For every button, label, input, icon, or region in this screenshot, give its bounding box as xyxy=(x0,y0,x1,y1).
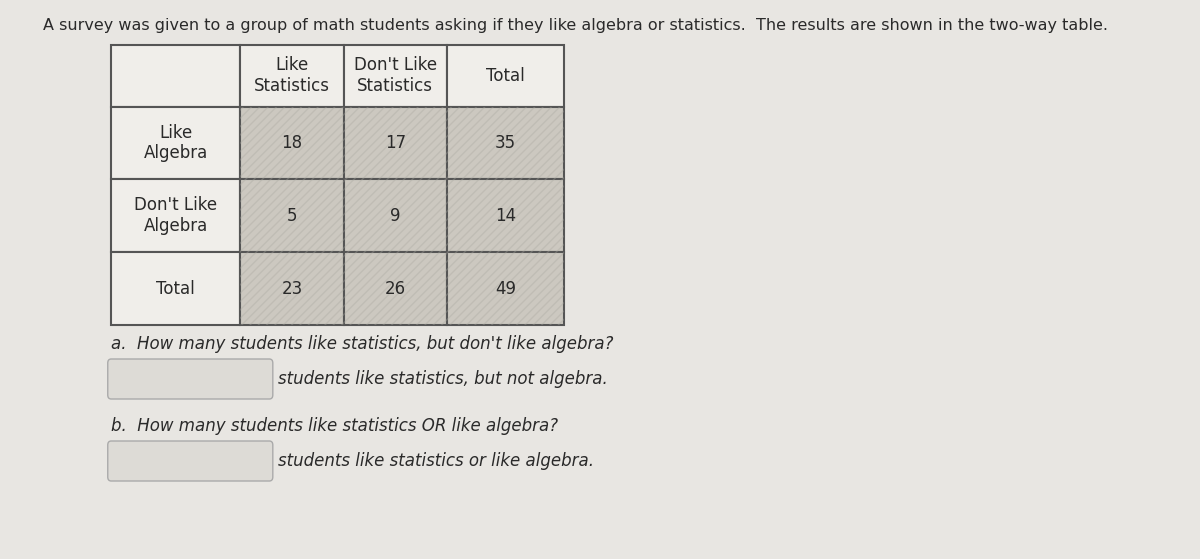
Bar xyxy=(240,179,343,252)
Bar xyxy=(448,107,564,179)
Bar xyxy=(112,252,240,325)
Bar xyxy=(112,107,240,179)
Bar xyxy=(343,252,448,325)
Bar xyxy=(448,252,564,325)
Text: 35: 35 xyxy=(496,134,516,152)
Bar xyxy=(448,179,564,252)
Text: 23: 23 xyxy=(282,280,302,297)
Text: students like statistics or like algebra.: students like statistics or like algebra… xyxy=(278,452,594,470)
Bar xyxy=(240,252,343,325)
Text: 26: 26 xyxy=(385,280,406,297)
Bar xyxy=(343,107,448,179)
Text: 9: 9 xyxy=(390,207,401,225)
Text: Total: Total xyxy=(156,280,196,297)
Text: 14: 14 xyxy=(496,207,516,225)
Text: 17: 17 xyxy=(385,134,406,152)
Bar xyxy=(112,45,240,107)
Bar xyxy=(343,107,448,179)
Bar xyxy=(240,45,343,107)
Text: Total: Total xyxy=(486,67,526,85)
Text: students like statistics, but not algebra.: students like statistics, but not algebr… xyxy=(278,370,607,388)
FancyBboxPatch shape xyxy=(108,359,272,399)
Bar xyxy=(343,179,448,252)
Bar xyxy=(448,179,564,252)
Bar xyxy=(240,107,343,179)
Text: a.  How many students like statistics, but don't like algebra?: a. How many students like statistics, bu… xyxy=(112,335,613,353)
Bar xyxy=(240,179,343,252)
FancyBboxPatch shape xyxy=(108,441,272,481)
Bar xyxy=(343,45,448,107)
Bar xyxy=(448,107,564,179)
Text: Like
Algebra: Like Algebra xyxy=(144,124,208,163)
Text: 18: 18 xyxy=(282,134,302,152)
Text: 49: 49 xyxy=(496,280,516,297)
Bar xyxy=(343,179,448,252)
Bar xyxy=(448,252,564,325)
Bar xyxy=(343,252,448,325)
Text: Don't Like
Statistics: Don't Like Statistics xyxy=(354,56,437,95)
Text: Don't Like
Algebra: Don't Like Algebra xyxy=(134,196,217,235)
Bar xyxy=(240,252,343,325)
Bar xyxy=(240,107,343,179)
Text: 5: 5 xyxy=(287,207,298,225)
Text: A survey was given to a group of math students asking if they like algebra or st: A survey was given to a group of math st… xyxy=(43,18,1108,33)
Text: Like
Statistics: Like Statistics xyxy=(254,56,330,95)
Bar xyxy=(112,179,240,252)
Text: b.  How many students like statistics OR like algebra?: b. How many students like statistics OR … xyxy=(112,417,558,435)
Bar xyxy=(448,45,564,107)
